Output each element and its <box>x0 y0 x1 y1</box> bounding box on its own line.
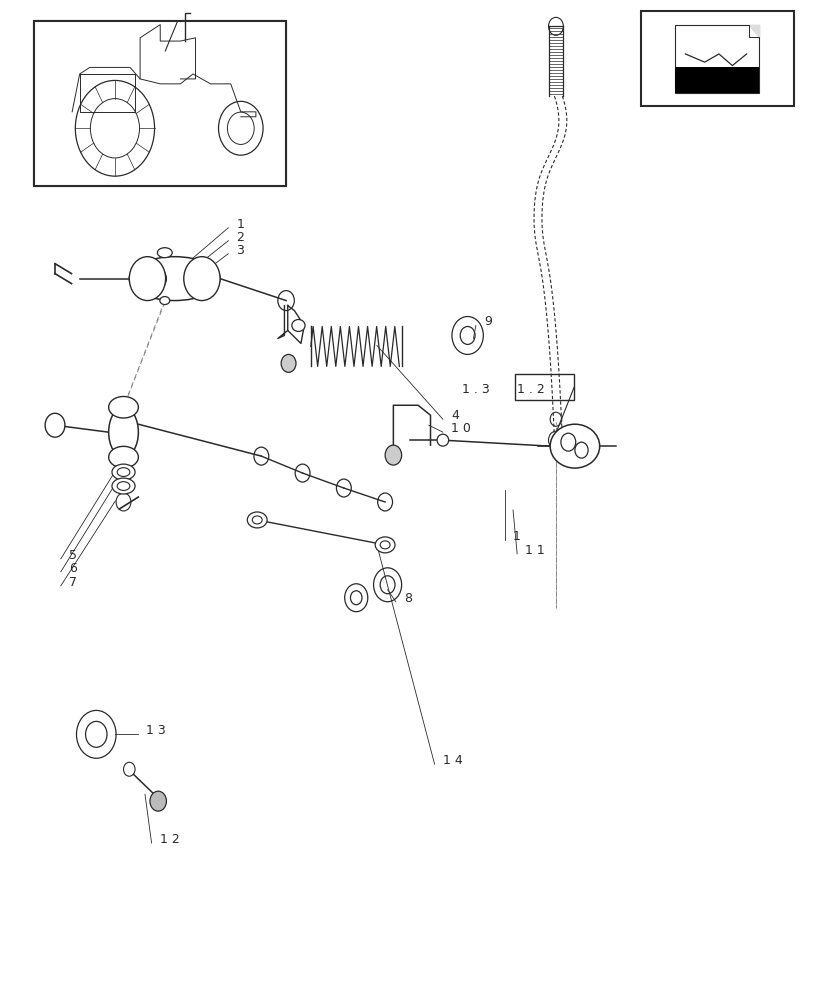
Ellipse shape <box>157 248 172 258</box>
Bar <box>35 21 286 186</box>
Polygon shape <box>748 25 758 37</box>
Ellipse shape <box>160 297 170 305</box>
Ellipse shape <box>184 257 220 301</box>
Bar <box>514 374 573 400</box>
Circle shape <box>150 791 166 811</box>
Bar <box>35 21 286 186</box>
Text: 2: 2 <box>237 231 244 244</box>
Text: 1 3: 1 3 <box>146 724 165 737</box>
Ellipse shape <box>247 512 267 528</box>
Text: 5: 5 <box>69 549 77 562</box>
Text: 9: 9 <box>484 315 491 328</box>
Text: 1 4: 1 4 <box>442 754 462 767</box>
Ellipse shape <box>129 257 165 301</box>
Bar <box>675 25 758 93</box>
Text: 1 2: 1 2 <box>160 833 179 846</box>
Text: 7: 7 <box>69 576 77 589</box>
Text: 1 . 3: 1 . 3 <box>461 383 489 396</box>
Text: 1 . 2: 1 . 2 <box>517 383 544 396</box>
Ellipse shape <box>252 516 262 524</box>
Ellipse shape <box>380 541 390 549</box>
Circle shape <box>281 354 295 372</box>
Ellipse shape <box>108 396 138 418</box>
Ellipse shape <box>129 257 220 301</box>
Bar <box>675 67 758 93</box>
Ellipse shape <box>549 424 599 468</box>
Ellipse shape <box>117 468 130 476</box>
Text: 4: 4 <box>451 409 458 422</box>
Text: 1: 1 <box>237 218 244 231</box>
Ellipse shape <box>108 446 138 468</box>
Circle shape <box>385 445 401 465</box>
Ellipse shape <box>112 464 135 480</box>
Ellipse shape <box>112 478 135 494</box>
Ellipse shape <box>437 434 448 446</box>
Text: 3: 3 <box>237 244 244 257</box>
Text: 1 1: 1 1 <box>525 544 544 557</box>
Text: 1: 1 <box>513 530 520 543</box>
Ellipse shape <box>291 320 304 331</box>
Circle shape <box>45 413 65 437</box>
Text: 6: 6 <box>69 562 77 575</box>
Ellipse shape <box>117 482 130 490</box>
Ellipse shape <box>375 537 394 553</box>
Text: 8: 8 <box>404 592 412 605</box>
Bar <box>640 11 792 106</box>
Text: 1 0: 1 0 <box>451 422 471 435</box>
Ellipse shape <box>108 407 138 457</box>
